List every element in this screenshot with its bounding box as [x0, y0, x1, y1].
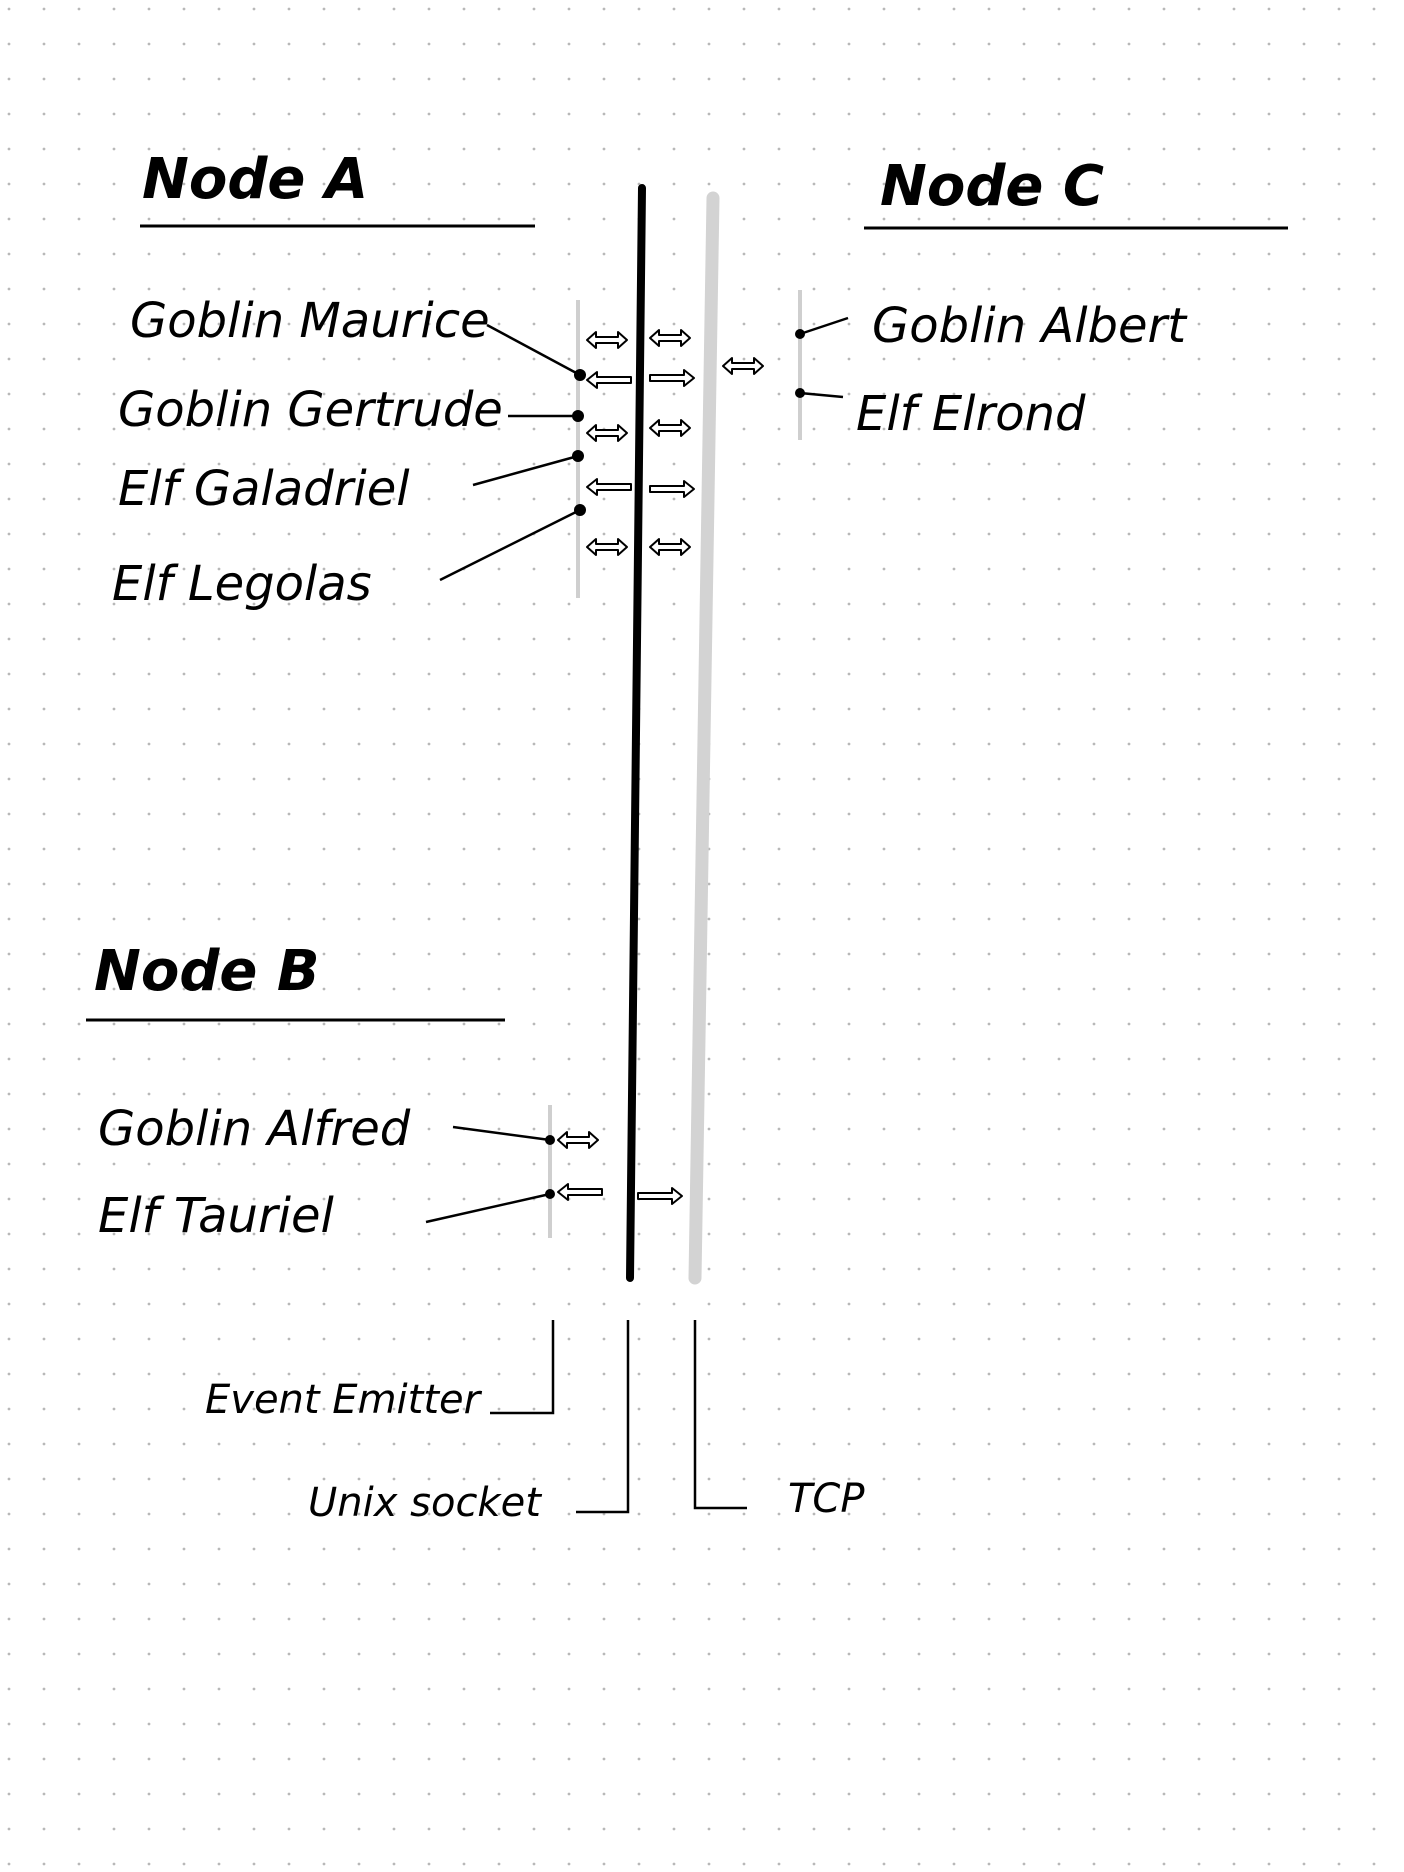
- connector-goblin-maurice: [486, 323, 581, 377]
- attach-dot-goblin-alfred: [545, 1135, 555, 1145]
- legend-unix-socket-leader: [576, 1320, 630, 1514]
- attach-dot-elf-galadriel: [572, 450, 584, 462]
- connector-elf-legolas: [439, 508, 581, 582]
- node-a-title: Node A: [142, 147, 368, 212]
- unix-socket-bus: [626, 184, 646, 1282]
- legend-event-emitter-label: Event Emitter: [205, 1377, 483, 1423]
- node-a: Node A Goblin Maurice Goblin Gertrude El…: [112, 147, 695, 612]
- legend-tcp-label: TCP: [788, 1476, 865, 1522]
- connector-elf-tauriel: [425, 1192, 551, 1224]
- actor-goblin-gertrude: Goblin Gertrude: [118, 382, 503, 438]
- actor-elf-legolas: Elf Legolas: [112, 556, 372, 612]
- actor-elf-tauriel: Elf Tauriel: [98, 1188, 335, 1244]
- connector-goblin-albert: [799, 316, 849, 336]
- actor-goblin-maurice: Goblin Maurice: [130, 293, 490, 349]
- attach-dot-goblin-maurice: [574, 369, 586, 381]
- connector-elf-elrond: [799, 391, 844, 399]
- actor-goblin-alfred: Goblin Alfred: [98, 1101, 411, 1157]
- node-b: Node B Goblin Alfred Elf Tauriel: [86, 939, 683, 1244]
- attach-dot-goblin-gertrude: [572, 410, 584, 422]
- actor-elf-elrond: Elf Elrond: [856, 386, 1086, 442]
- node-b-title: Node B: [94, 939, 320, 1004]
- actor-elf-galadriel: Elf Galadriel: [118, 461, 410, 517]
- legend-unix-socket-label: Unix socket: [308, 1480, 542, 1526]
- actor-goblin-albert: Goblin Albert: [872, 298, 1188, 354]
- tcp-bus: [688, 191, 720, 1285]
- connector-elf-galadriel: [472, 454, 579, 487]
- attach-dot-elf-tauriel: [545, 1189, 555, 1199]
- node-c: Node C Goblin Albert Elf Elrond: [722, 154, 1288, 442]
- legend: Event Emitter Unix socket TCP: [205, 1320, 865, 1526]
- legend-tcp-leader: [693, 1320, 747, 1510]
- node-c-title: Node C: [880, 154, 1104, 219]
- legend-event-emitter-leader: [490, 1320, 555, 1415]
- connector-goblin-alfred: [452, 1125, 551, 1142]
- attach-dot-elf-legolas: [574, 504, 586, 516]
